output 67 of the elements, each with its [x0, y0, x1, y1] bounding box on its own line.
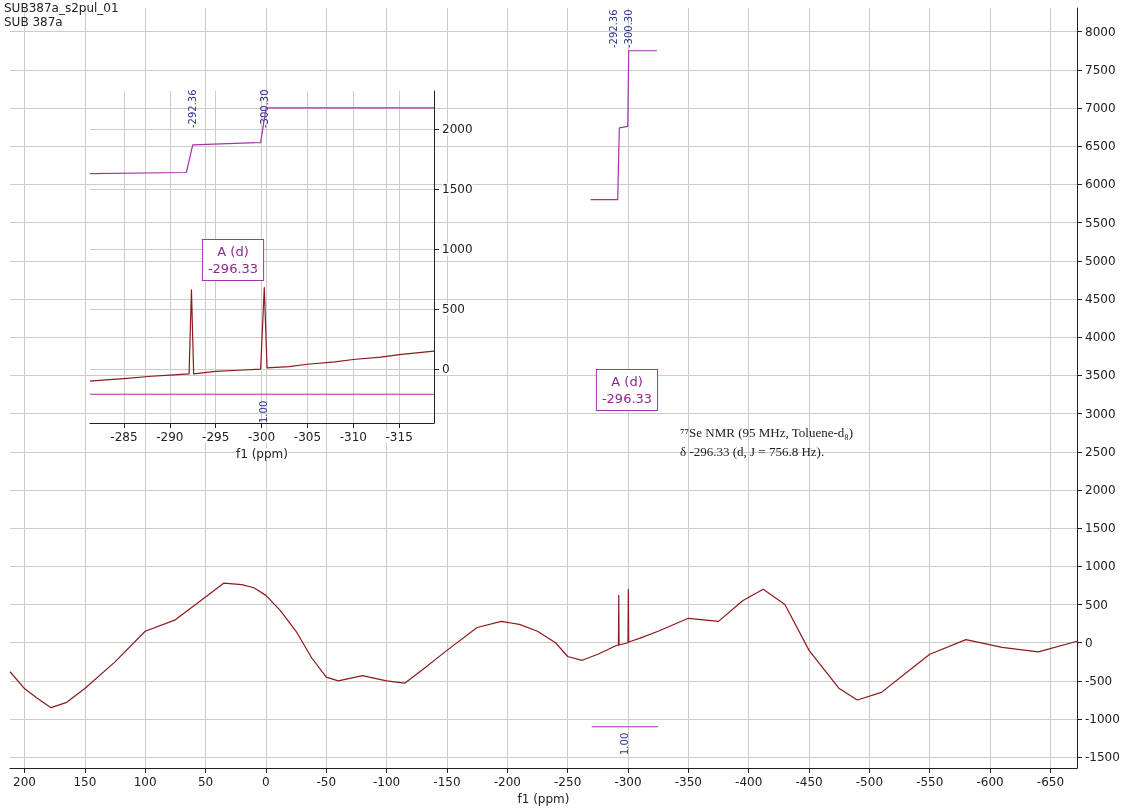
x-tick-label: -150: [433, 775, 461, 789]
y-tick-label: 5000: [1085, 253, 1116, 268]
y-tick-label: 7000: [1085, 101, 1116, 116]
y-tick-label: 1500: [1085, 521, 1116, 536]
y-tick-label: 2500: [1085, 444, 1116, 459]
x-tick-label: 0: [262, 775, 270, 789]
x-tick-label: -450: [795, 775, 823, 789]
x-tick-label: -400: [735, 775, 763, 789]
x-tick-label: -285: [110, 430, 138, 444]
y-tick-label: 1000: [442, 242, 473, 257]
y-tick-label: 0: [1085, 635, 1093, 650]
x-tick-label: -50: [316, 775, 337, 789]
x-tick-label: -315: [385, 430, 413, 444]
x-tick-label: -250: [554, 775, 582, 789]
annotation: A (d) -296.33: [601, 374, 653, 406]
x-tick-label: 150: [73, 775, 97, 789]
x-tick-label: -600: [976, 775, 1004, 789]
x-tick-label: -550: [916, 775, 944, 789]
x-tick-label: -650: [1036, 775, 1065, 789]
y-tick-label: 1500: [442, 182, 473, 197]
annotation: -292.36: [186, 89, 198, 128]
line-series: [9, 582, 1078, 709]
x-tick-label: 50: [197, 775, 214, 789]
annotation: 1.00: [618, 732, 630, 755]
y-tick-label: 6000: [1085, 177, 1116, 192]
x-tick-label: -295: [202, 430, 230, 444]
x-tick-label: -350: [674, 775, 702, 789]
y-tick-label: 3500: [1085, 368, 1116, 383]
annotation: ⁷⁷Se NMR (95 MHz, Toluene-d₈): [680, 425, 854, 440]
annotation: -300.30: [258, 89, 270, 128]
x-tick-label: 100: [133, 775, 157, 789]
y-tick-label: 1000: [1085, 559, 1116, 574]
annotation: 1.00: [257, 400, 269, 423]
x-axis-title: f1 (ppm): [517, 791, 570, 806]
x-tick-label: -305: [293, 430, 322, 444]
x-axis-title: f1 (ppm): [236, 446, 288, 461]
annotation: -292.36: [607, 9, 619, 48]
x-tick-label: -500: [855, 775, 884, 789]
text: SUB 387a: [4, 15, 63, 29]
y-tick-label: 6500: [1085, 139, 1116, 154]
line-series: [89, 286, 435, 382]
x-tick-label: -290: [156, 430, 184, 444]
y-tick-label: 8000: [1085, 24, 1116, 39]
y-tick-label: 0: [442, 362, 450, 377]
chart-title: SUB387a_s2pul_01: [4, 1, 119, 15]
y-tick-label: -500: [1085, 673, 1113, 688]
x-tick-label: -310: [339, 430, 367, 444]
y-tick-label: 4500: [1085, 292, 1116, 307]
y-tick-label: 2000: [1085, 482, 1116, 497]
y-tick-label: 2000: [442, 122, 473, 137]
y-tick-label: 500: [1085, 597, 1108, 612]
x-tick-label: -300: [614, 775, 642, 789]
x-tick-label: -300: [247, 430, 276, 444]
y-tick-label: -1000: [1085, 712, 1120, 727]
line-series: [589, 50, 658, 201]
y-tick-label: 500: [442, 302, 465, 317]
x-tick-label: -200: [493, 775, 521, 789]
annotation: -300.30: [622, 9, 634, 48]
x-tick-label: 200: [13, 775, 36, 789]
y-tick-label: 4000: [1085, 330, 1116, 345]
annotation: δ -296.33 (d, J = 756.8 Hz).: [680, 444, 825, 459]
y-tick-label: -1500: [1085, 750, 1120, 765]
y-tick-label: 7500: [1085, 62, 1116, 77]
y-tick-label: 3000: [1085, 406, 1116, 421]
x-tick-label: -100: [372, 775, 401, 789]
y-tick-label: 5500: [1085, 215, 1116, 230]
annotation: A (d) -296.33: [207, 244, 259, 276]
